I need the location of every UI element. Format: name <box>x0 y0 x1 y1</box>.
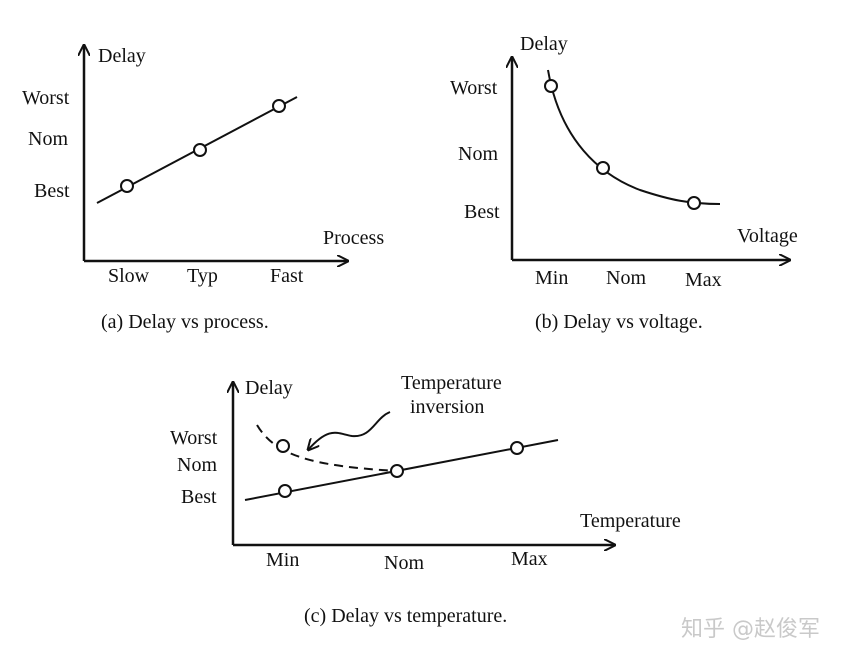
panel-c-delay-vs-temperature: Delay Temperature Worst Nom Best Min Nom… <box>170 372 681 627</box>
panel-b-y-tick-best: Best <box>464 201 500 223</box>
panel-a-y-axis-title: Delay <box>98 45 146 67</box>
panel-c-annotation-arrow <box>308 411 391 450</box>
panel-c-point-inversion-min <box>276 439 290 453</box>
panel-b-point-max <box>687 196 701 210</box>
panel-c-caption: (c) Delay vs temperature. <box>304 605 507 627</box>
panel-c-point-nom <box>390 464 404 478</box>
panel-a-x-axis-title: Process <box>323 227 384 249</box>
panel-c-x-tick-min: Min <box>266 549 299 571</box>
watermark: 知乎 @赵俊军 <box>681 617 820 642</box>
panel-c-inversion-curve <box>256 424 398 472</box>
panel-a-point-slow <box>120 179 134 193</box>
panel-c-x-tick-nom: Nom <box>384 552 424 574</box>
panel-a-point-fast <box>272 99 286 113</box>
panel-a-y-tick-worst: Worst <box>22 87 70 109</box>
panel-b-y-tick-nom: Nom <box>458 143 498 165</box>
panel-c-y-tick-best: Best <box>181 486 217 508</box>
panel-a-x-tick-typ: Typ <box>187 265 218 287</box>
panel-c-point-min <box>278 484 292 498</box>
panel-a-y-tick-nom: Nom <box>28 128 68 150</box>
panel-b-point-min <box>544 79 558 93</box>
panel-a-x-tick-slow: Slow <box>108 265 150 287</box>
panel-c-annotation-line1: Temperature <box>401 372 502 394</box>
panel-b-x-tick-min: Min <box>535 267 568 289</box>
panel-c-y-tick-nom: Nom <box>177 454 217 476</box>
panel-c-x-axis-title: Temperature <box>580 510 681 532</box>
panel-c-y-tick-worst: Worst <box>170 427 218 449</box>
panel-b-caption: (b) Delay vs voltage. <box>535 311 703 333</box>
panel-a-x-tick-fast: Fast <box>270 265 304 287</box>
panel-b-point-nom <box>596 161 610 175</box>
panel-b-x-tick-max: Max <box>685 269 722 291</box>
panel-b-delay-curve <box>547 69 721 205</box>
panel-a-y-tick-best: Best <box>34 180 70 202</box>
panel-a-caption: (a) Delay vs process. <box>101 311 269 333</box>
panel-c-point-max <box>510 441 524 455</box>
panel-b-y-tick-worst: Worst <box>450 77 498 99</box>
panel-b-x-tick-nom: Nom <box>606 267 646 289</box>
panel-a-delay-vs-process: Delay Process Worst Nom Best Slow Typ Fa… <box>22 45 384 333</box>
panel-c-annotation-line2: inversion <box>410 396 484 418</box>
panel-c-y-axis-title: Delay <box>245 377 293 399</box>
panel-b-y-axis-title: Delay <box>520 33 568 55</box>
panel-b-x-axis-title: Voltage <box>737 225 798 247</box>
panel-b-delay-vs-voltage: Delay Voltage Worst Nom Best Min Nom Max… <box>450 33 798 333</box>
panel-a-point-typ <box>193 143 207 157</box>
panel-c-x-tick-max: Max <box>511 548 548 570</box>
